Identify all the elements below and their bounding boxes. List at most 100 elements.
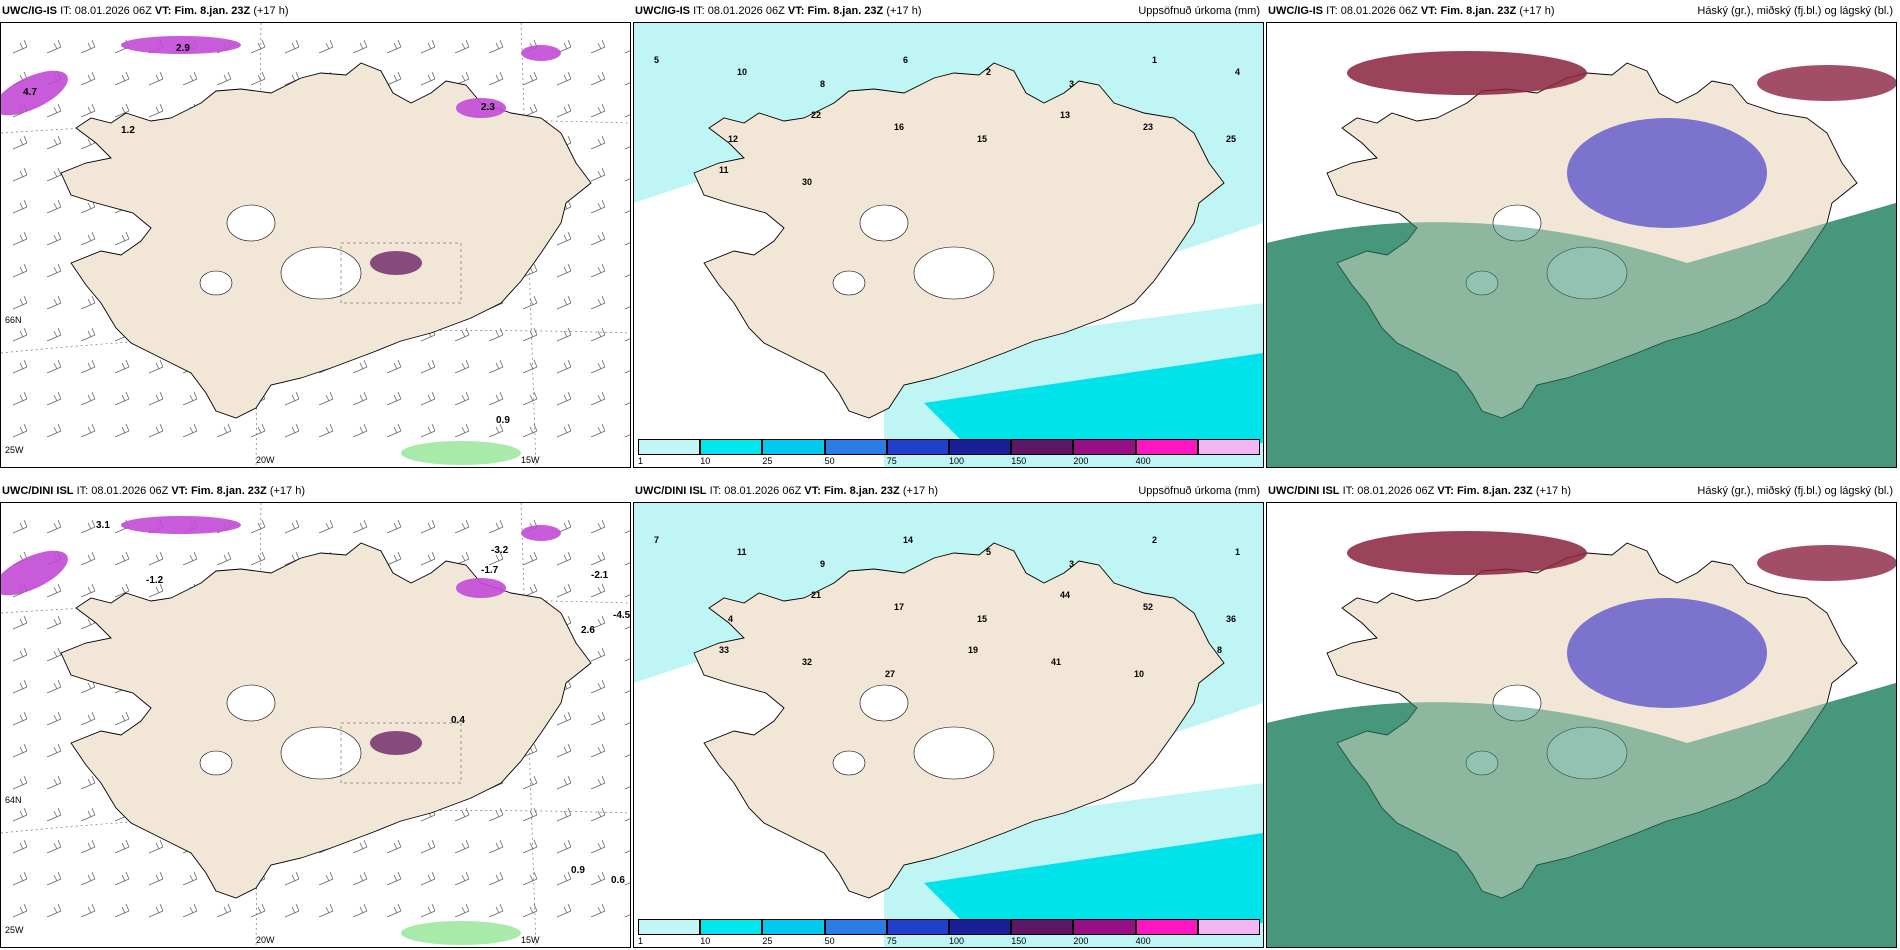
- wind-barb: [318, 903, 334, 918]
- wind-barb: [12, 199, 28, 214]
- precip-value-label: 10: [737, 67, 747, 77]
- wind-barb: [488, 551, 504, 566]
- wind-barb: [590, 551, 606, 566]
- glacier-langjokull: [226, 204, 276, 242]
- precip-blob: [121, 516, 241, 534]
- wind-barb: [488, 423, 504, 438]
- wind-barb: [46, 135, 62, 150]
- wind-barb: [624, 402, 630, 406]
- wind-barb: [284, 39, 300, 54]
- legend-swatch: [638, 439, 701, 455]
- wind-barb: [114, 551, 130, 566]
- wind-barb: [182, 423, 198, 438]
- wind-barb: [624, 114, 630, 118]
- wind-barb: [624, 722, 630, 726]
- wind-barb: [420, 903, 436, 918]
- panel-header: UWC/IG-IS IT: 08.01.2026 06Z VT: Fim. 8.…: [1268, 2, 1893, 20]
- precip-value-label: 33: [719, 645, 729, 655]
- wind-barb: [46, 615, 62, 630]
- wind-barb: [250, 519, 266, 534]
- wind-map-svg: 0.9 2.9 2.3 1.2 4.7 20W 15W 25W 66N: [1, 23, 630, 467]
- wind-barb: [12, 359, 28, 374]
- axis-label: 20W: [256, 455, 275, 465]
- panel-cloud-dini: UWC/DINI ISL IT: 08.01.2026 06Z VT: Fim.…: [1266, 480, 1897, 948]
- wind-barb: [522, 71, 538, 86]
- wind-barb: [488, 327, 504, 342]
- wind-barb: [590, 231, 606, 246]
- wind-barb: [624, 818, 630, 822]
- glacier-vatnajokull: [913, 726, 995, 780]
- precip-value-label: 10: [1134, 669, 1144, 679]
- wind-barb: [80, 871, 96, 886]
- legend-swatch: [949, 439, 1012, 455]
- wind-barb: [12, 647, 28, 662]
- cloud-high-layer: [1347, 531, 1587, 575]
- wind-barb: [590, 423, 606, 438]
- precip-blob: [121, 36, 241, 54]
- glacier-hofsjokull: [832, 750, 866, 776]
- axis-label: 25W: [5, 925, 24, 935]
- glacier-langjokull: [859, 204, 909, 242]
- wind-barb: [148, 423, 164, 438]
- wind-barb: [148, 903, 164, 918]
- precip-value-label: 21: [811, 590, 821, 600]
- wind-barb: [522, 391, 538, 406]
- wind-barb: [624, 146, 630, 150]
- legend-tick-label: 200: [1073, 456, 1089, 466]
- wind-barb: [386, 903, 402, 918]
- wind-barb: [556, 327, 572, 342]
- wind-barb: [522, 807, 538, 822]
- wind-barb: [80, 295, 96, 310]
- wind-barb: [488, 871, 504, 886]
- wind-barb: [352, 519, 368, 534]
- wind-barb: [420, 71, 436, 86]
- wind-barb: [624, 434, 630, 438]
- axis-label: 66N: [5, 315, 22, 325]
- wind-barb: [624, 754, 630, 758]
- wind-barb: [488, 839, 504, 854]
- wind-barb: [114, 711, 130, 726]
- wind-barb: [182, 71, 198, 86]
- wind-barb: [454, 519, 470, 534]
- legend-swatch: [824, 439, 887, 455]
- wind-barb: [80, 551, 96, 566]
- legend-tick-label: 150: [1011, 936, 1027, 946]
- panel-header: UWC/DINI ISL IT: 08.01.2026 06Z VT: Fim.…: [635, 482, 1260, 500]
- wind-barb: [46, 903, 62, 918]
- precip-blob: [370, 251, 422, 275]
- wind-barb: [12, 295, 28, 310]
- legend-tick-label: 1: [638, 456, 644, 466]
- legend-tick-label: 200: [1073, 936, 1089, 946]
- wind-barb: [590, 871, 606, 886]
- legend-swatch: [1197, 439, 1260, 455]
- wind-barb: [590, 71, 606, 86]
- wind-barb: [590, 359, 606, 374]
- wind-barb: [590, 263, 606, 278]
- legend-tick-label: 100: [949, 456, 965, 466]
- legend-tick-label: 400: [1135, 456, 1151, 466]
- wind-barb: [148, 551, 164, 566]
- wind-barb: [556, 807, 572, 822]
- axis-label: 25W: [5, 445, 24, 455]
- wind-value-label: 0.4: [451, 715, 465, 726]
- precip-value-label: 7: [654, 535, 659, 545]
- wind-barb: [12, 615, 28, 630]
- wind-barb: [148, 71, 164, 86]
- wind-barb: [624, 626, 630, 630]
- wind-barb: [420, 391, 436, 406]
- panel-header: UWC/IG-IS IT: 08.01.2026 06Z VT: Fim. 8.…: [635, 2, 1260, 20]
- wind-barb: [590, 743, 606, 758]
- wind-barb: [352, 39, 368, 54]
- wind-barb: [488, 39, 504, 54]
- wind-barb: [488, 359, 504, 374]
- wind-value-label: 2.9: [176, 43, 190, 54]
- wind-barb: [12, 167, 28, 182]
- legend-tick-label: 25: [762, 456, 773, 466]
- wind-barb: [216, 71, 232, 86]
- wind-barb: [12, 135, 28, 150]
- glacier-langjokull: [859, 684, 909, 722]
- precip-value-label: 30: [802, 177, 812, 187]
- wind-barb: [590, 391, 606, 406]
- wind-barb: [352, 359, 368, 374]
- glacier-langjokull: [226, 684, 276, 722]
